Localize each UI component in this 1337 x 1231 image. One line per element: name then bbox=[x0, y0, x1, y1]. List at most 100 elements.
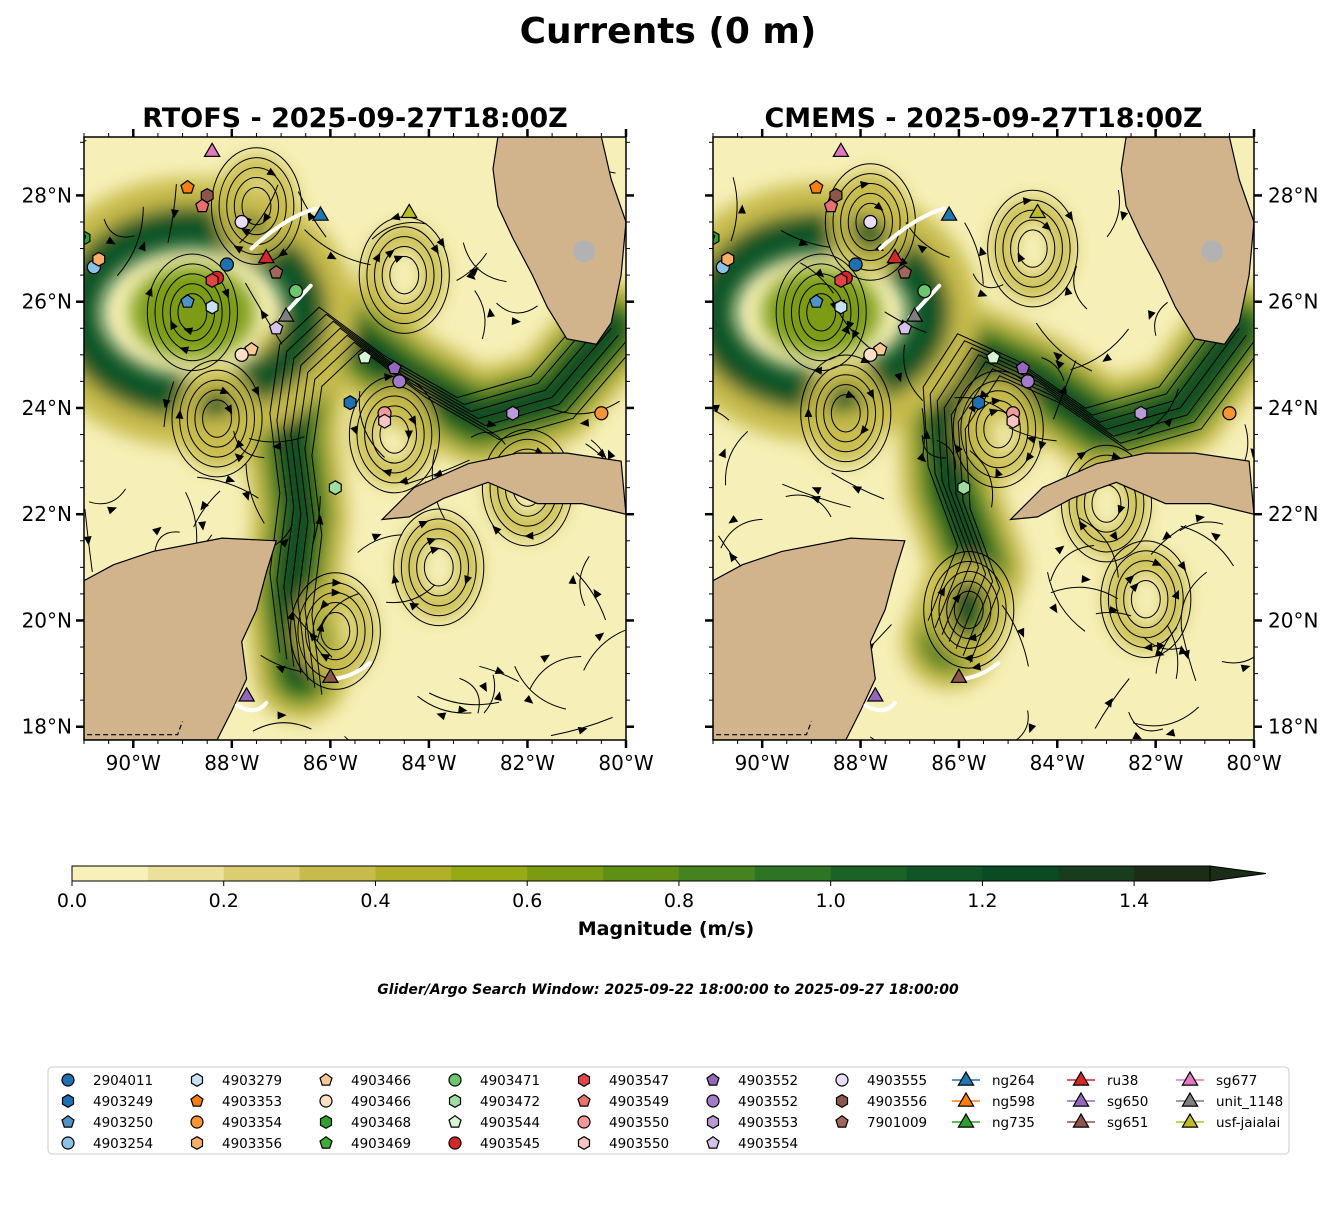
border-line bbox=[713, 721, 812, 736]
legend-marker-4903552 bbox=[706, 1094, 720, 1108]
y-tick-label: 24°N bbox=[1268, 396, 1318, 420]
legend-marker-4903250 bbox=[61, 1114, 75, 1128]
legend-item: sg650 bbox=[1067, 1091, 1148, 1110]
legend-marker-4903553 bbox=[706, 1115, 720, 1129]
legend-item: 4903555 bbox=[835, 1073, 927, 1089]
marker-4903547 bbox=[205, 272, 219, 288]
legend-label: 4903254 bbox=[93, 1136, 153, 1152]
legend-marker-4903545 bbox=[448, 1136, 462, 1150]
marker-usf-jaialai bbox=[1028, 203, 1047, 219]
legend-item: usf-jaialai bbox=[1176, 1112, 1280, 1131]
legend-marker-4903254 bbox=[61, 1136, 75, 1150]
legend-label: 4903471 bbox=[480, 1073, 540, 1089]
x-tick-label: 82°W bbox=[1128, 751, 1183, 775]
legend-label: usf-jaialai bbox=[1216, 1115, 1280, 1131]
marker-4903550 bbox=[378, 413, 392, 429]
legend-marker-usf-jaialai bbox=[1181, 1112, 1199, 1128]
marker-usf-jaialai bbox=[400, 203, 418, 219]
cuba-land bbox=[1008, 452, 1254, 521]
colorbar-bin bbox=[678, 866, 756, 881]
y-tick-label: 22°N bbox=[1268, 502, 1318, 526]
legend-label: ng264 bbox=[992, 1073, 1035, 1089]
marker-4903552 bbox=[1015, 360, 1031, 375]
legend-marker-ru38 bbox=[1072, 1070, 1090, 1086]
colorbar-label: Magnitude (m/s) bbox=[578, 918, 755, 940]
colorbar-bin bbox=[147, 866, 225, 881]
marker-4903544 bbox=[986, 349, 1001, 364]
legend-marker-4903249 bbox=[61, 1094, 75, 1108]
legend-marker-4903552 bbox=[706, 1072, 720, 1086]
colorbar-tick-label: 0.0 bbox=[57, 890, 87, 912]
colorbar-bin bbox=[830, 866, 908, 881]
yucatan-land bbox=[713, 537, 906, 740]
legend-item: 2904011 bbox=[61, 1073, 153, 1089]
legend-item: 7901009 bbox=[835, 1114, 927, 1131]
streamlines bbox=[84, 137, 626, 740]
colorbar-bin bbox=[603, 866, 680, 881]
legend-item: 4903556 bbox=[835, 1094, 927, 1110]
legend-marker-4903555 bbox=[835, 1073, 849, 1087]
marker-4903549 bbox=[195, 198, 210, 213]
legend-marker-4903466 bbox=[319, 1072, 333, 1086]
legend-item: sg677 bbox=[1176, 1070, 1257, 1089]
colorbar-frame bbox=[71, 865, 1211, 882]
marker-ng264 bbox=[940, 205, 958, 221]
legend-label: 4903550 bbox=[609, 1115, 669, 1131]
marker-4903250 bbox=[180, 294, 195, 308]
marker-sg651 bbox=[321, 667, 340, 684]
legend-item: 4903545 bbox=[448, 1136, 540, 1152]
legend-label: 4903354 bbox=[222, 1115, 282, 1131]
x-tick-label: 88°W bbox=[204, 751, 259, 775]
legend-item: 4903254 bbox=[61, 1136, 153, 1152]
marker-4903354 bbox=[594, 406, 609, 421]
legend-item: 4903547 bbox=[577, 1073, 669, 1089]
marker-4903471 bbox=[288, 283, 303, 299]
legend-label: 4903250 bbox=[93, 1115, 153, 1131]
x-tick-label: 82°W bbox=[500, 751, 555, 775]
marker-sg677 bbox=[832, 142, 850, 157]
marker-sg650 bbox=[237, 686, 256, 702]
map-panel-cmems: CMEMS - 2025-09-27T18:00Z 90°W 88°W 86°W 84°… bbox=[705, 103, 1318, 775]
marker-4903249 bbox=[972, 395, 986, 411]
marker-4903472 bbox=[328, 480, 342, 496]
marker-4903471 bbox=[917, 283, 932, 299]
legend-marker-4903556 bbox=[835, 1094, 849, 1108]
legend-marker-4903466 bbox=[319, 1094, 333, 1108]
legend-item: ru38 bbox=[1067, 1070, 1138, 1089]
legend-label: 4903553 bbox=[738, 1115, 798, 1131]
y-tick-label: 26°N bbox=[1268, 290, 1318, 314]
legend-marker-4903279 bbox=[190, 1073, 204, 1087]
figure-title: Currents (0 m) bbox=[520, 11, 817, 52]
legend-marker-unit_1148 bbox=[1181, 1091, 1199, 1107]
legend-marker-4903468 bbox=[319, 1115, 333, 1129]
lake bbox=[1201, 240, 1224, 263]
legend-item: 4903552 bbox=[706, 1094, 798, 1110]
legend-item: 4903552 bbox=[706, 1072, 798, 1089]
legend-item: ng598 bbox=[952, 1091, 1035, 1110]
legend: 2904011 4903249 4903250 4903254 4903279 49033… bbox=[47, 1066, 1290, 1155]
legend-marker-4903354 bbox=[190, 1115, 204, 1129]
marker-4903250 bbox=[809, 294, 824, 308]
y-tick-label: 18°N bbox=[1268, 715, 1318, 739]
legend-marker-4903550 bbox=[577, 1115, 591, 1129]
marker-sg677 bbox=[203, 142, 221, 157]
colorbar-bin bbox=[1134, 866, 1211, 881]
legend-label: unit_1148 bbox=[1216, 1094, 1283, 1110]
legend-item: 4903466 bbox=[319, 1094, 411, 1110]
colorbar-tick-label: 0.8 bbox=[664, 890, 694, 912]
legend-item: 4903469 bbox=[319, 1135, 411, 1152]
legend-marker-4903353 bbox=[190, 1093, 204, 1107]
colorbar-extend bbox=[1209, 865, 1267, 882]
marker-4903555 bbox=[234, 214, 249, 230]
legend-label: ng735 bbox=[992, 1115, 1035, 1131]
colorbar-tick-label: 0.2 bbox=[209, 890, 239, 912]
marker-7901009 bbox=[897, 264, 913, 279]
y-tick-label: 22°N bbox=[22, 502, 72, 526]
marker-4903466 bbox=[244, 341, 259, 356]
platform-markers bbox=[84, 142, 609, 702]
marker-2904011 bbox=[848, 257, 863, 272]
colorbar-bin bbox=[72, 866, 149, 881]
marker-2904011 bbox=[219, 257, 234, 272]
marker-4903354 bbox=[1222, 406, 1237, 421]
legend-marker-sg677 bbox=[1181, 1070, 1199, 1086]
